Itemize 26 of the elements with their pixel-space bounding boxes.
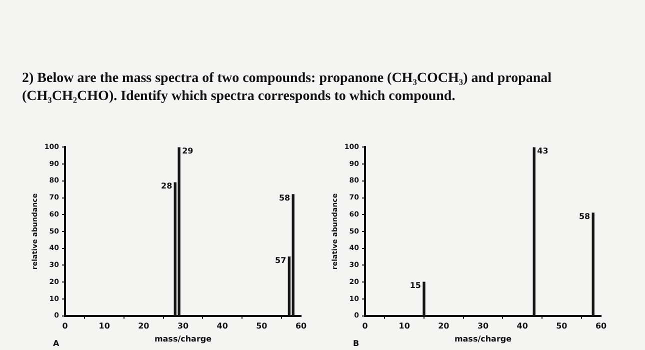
- x-axis-title: mass/charge: [154, 334, 212, 344]
- x-tick-label: 0: [362, 322, 368, 331]
- annotation: 43: [537, 146, 548, 156]
- x-tick-label: 10: [98, 322, 110, 331]
- x-tick-label: 30: [477, 322, 489, 331]
- annotation: 57: [275, 256, 286, 265]
- x-axis-title: mass/charge: [454, 334, 512, 344]
- chart-title: 2) Below are the mass spectra of two compounds: propanone (CH₃COCH₃) and propanal (CH₃CH₂CHO). Identify which spectra corresponds to which compound.: [22, 70, 553, 106]
- x-tick-label: 10: [398, 322, 410, 331]
- x-tick-label: 50: [556, 322, 568, 331]
- x-tick-label: 60: [595, 322, 607, 331]
- annotation: 15: [410, 281, 422, 290]
- x-tick-label: 40: [516, 322, 528, 331]
- x-tick-label: 60: [295, 322, 307, 331]
- x-tick-label: 30: [177, 322, 189, 331]
- annotation: 58: [278, 193, 291, 202]
- text: A: [53, 338, 60, 348]
- x-tick-label: 20: [438, 322, 450, 331]
- x-tick-label: 50: [256, 322, 268, 331]
- x-tick-label: 20: [138, 322, 150, 331]
- x-tick-label: 0: [62, 322, 68, 331]
- annotation: 58: [578, 212, 591, 222]
- annotation: 29: [182, 146, 194, 156]
- x-tick-label: 40: [216, 322, 228, 331]
- annotation: 28: [161, 182, 173, 191]
- text: B: [353, 338, 360, 348]
